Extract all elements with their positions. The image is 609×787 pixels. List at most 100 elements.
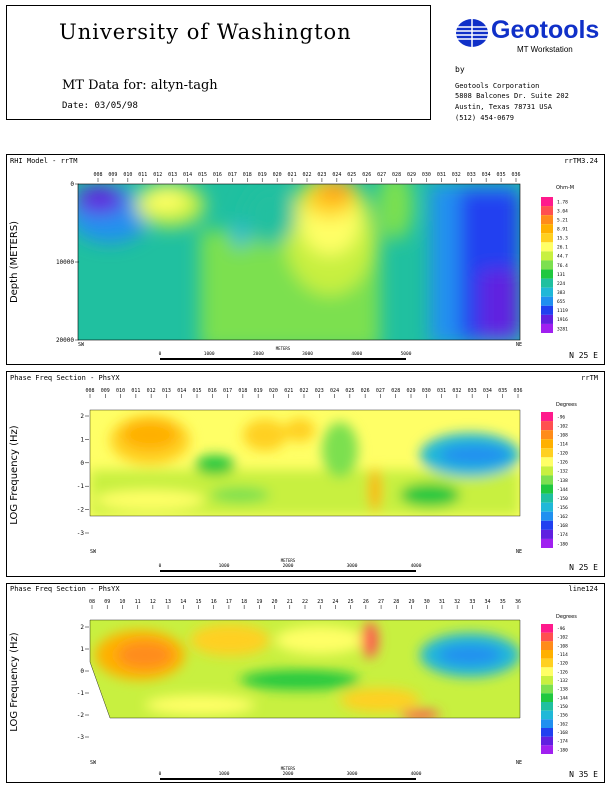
legend-swatch <box>541 624 553 633</box>
legend-value: 383 <box>557 290 565 296</box>
legend-value: 5.21 <box>557 217 568 223</box>
y-tick-label: 0 <box>80 460 84 467</box>
company-name: Geotools Corporation <box>455 82 540 90</box>
legend-value: -132 <box>557 469 568 475</box>
station-label: 08 <box>89 599 95 605</box>
legend-swatch <box>541 728 553 737</box>
station-label: 027 <box>377 172 386 178</box>
scale-tick-label: 3000 <box>347 563 358 569</box>
address-line-2: Austin, Texas 78731 USA <box>455 103 552 111</box>
station-label: 026 <box>362 172 371 178</box>
station-label: 025 <box>347 172 356 178</box>
station-label: 35 <box>500 599 506 605</box>
legend-title: Degrees <box>556 614 577 620</box>
station-label: 012 <box>153 172 162 178</box>
chart-right-title: rrTM3.24 <box>564 157 598 165</box>
scale-tick-label: 5000 <box>401 351 412 357</box>
scale-tick-label: 1000 <box>219 563 230 569</box>
station-label: 12 <box>150 599 156 605</box>
legend-value: -132 <box>557 678 568 684</box>
legend-value: -162 <box>557 514 568 520</box>
globe-icon <box>456 19 488 47</box>
legend-value: -138 <box>557 478 568 484</box>
sw-label: SW <box>90 549 97 555</box>
scale-tick-label: 3000 <box>347 771 358 777</box>
station-label: 036 <box>513 388 522 394</box>
scale-tick-label: 0 <box>159 351 162 357</box>
legend-swatch <box>541 710 553 720</box>
station-label: 23 <box>317 599 323 605</box>
legend-swatch <box>541 511 553 521</box>
station-label: 034 <box>482 172 491 178</box>
station-label: 26 <box>363 599 369 605</box>
scale-bar <box>160 358 406 360</box>
legend-value: -138 <box>557 687 568 693</box>
legend-swatch <box>541 641 553 650</box>
y-tick-label: -2 <box>77 712 85 719</box>
y-tick-label: 10000 <box>56 259 74 266</box>
legend-value: -114 <box>557 442 568 448</box>
legend-swatch <box>541 430 553 440</box>
scale-label: METERS <box>281 766 296 771</box>
legend-swatch <box>541 693 553 702</box>
station-label: 09 <box>104 599 110 605</box>
y-tick-label: 20000 <box>56 337 74 344</box>
y-tick-label: 0 <box>80 668 84 675</box>
station-label: 033 <box>467 172 476 178</box>
station-label: 035 <box>497 172 506 178</box>
y-tick-label: -1 <box>77 483 85 490</box>
y-tick-label: 1 <box>80 646 84 653</box>
legend-value: 26.1 <box>557 245 568 251</box>
legend-value: -102 <box>557 423 568 429</box>
chart-title: Phase Freq Section - PhsYX <box>10 374 120 382</box>
scale-tick-label: 0 <box>159 563 162 569</box>
legend-swatch <box>541 206 553 216</box>
legend-swatch <box>541 466 553 476</box>
station-label: 20 <box>272 599 278 605</box>
legend-value: 3.04 <box>557 208 568 214</box>
station-label: 020 <box>273 172 282 178</box>
legend-value: -162 <box>557 721 568 727</box>
station-label: 24 <box>332 599 338 605</box>
scale-tick-label: 2000 <box>253 351 264 357</box>
legend-swatch <box>541 448 553 458</box>
station-label: 024 <box>332 172 341 178</box>
station-label: 13 <box>165 599 171 605</box>
legend-swatch <box>541 233 553 243</box>
header-panel: University of Washington MT Data for: al… <box>6 5 431 120</box>
legend-swatch <box>541 719 553 728</box>
y-tick-label: -1 <box>77 690 85 697</box>
legend-swatch <box>541 745 553 754</box>
legend-swatch <box>541 676 553 685</box>
legend-value: -120 <box>557 451 568 457</box>
station-label: 017 <box>223 388 232 394</box>
station-label: 018 <box>243 172 252 178</box>
chart-right-title: line124 <box>568 585 598 593</box>
address-line-1: 5808 Balcones Dr. Suite 202 <box>455 92 569 100</box>
station-label: 029 <box>407 172 416 178</box>
station-label: 033 <box>468 388 477 394</box>
station-label: 25 <box>348 599 354 605</box>
station-label: 019 <box>258 172 267 178</box>
station-label: 022 <box>302 172 311 178</box>
station-label: 27 <box>378 599 384 605</box>
legend-value: 1916 <box>557 317 568 323</box>
station-label: 10 <box>119 599 125 605</box>
orientation-label: N 25 E <box>569 563 598 572</box>
legend-swatch <box>541 736 553 746</box>
station-label: 034 <box>483 388 492 394</box>
y-tick-label: 2 <box>80 413 84 420</box>
station-label: 009 <box>108 172 117 178</box>
station-label: 011 <box>138 172 147 178</box>
scale-bar <box>160 570 416 572</box>
resistivity-field <box>78 184 520 340</box>
station-label: 22 <box>302 599 308 605</box>
legend-value: 131 <box>557 272 565 278</box>
legend-value: -174 <box>557 739 568 745</box>
legend-swatch <box>541 520 553 530</box>
station-label: 030 <box>422 172 431 178</box>
legend-swatch <box>541 650 553 659</box>
legend-swatch <box>541 684 553 694</box>
orientation-label: N 25 E <box>569 351 598 360</box>
scale-tick-label: 1000 <box>219 771 230 777</box>
